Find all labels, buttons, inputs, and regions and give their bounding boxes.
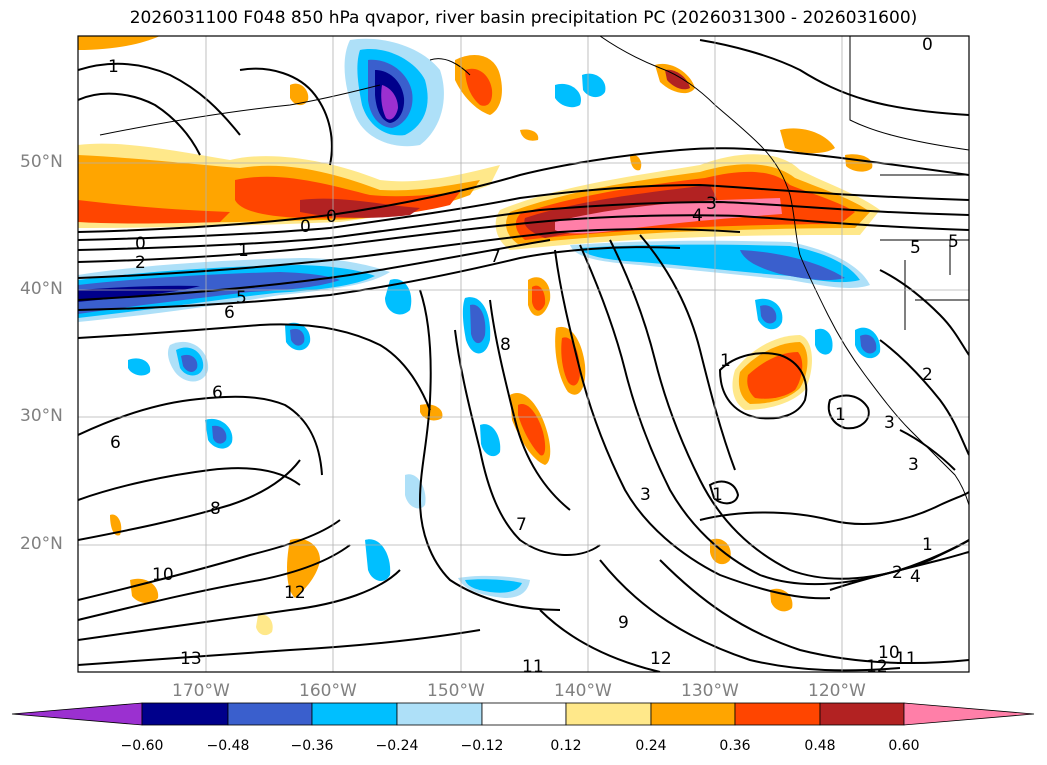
contour-label: 5 xyxy=(910,238,921,258)
contour-label: 10 xyxy=(152,565,174,585)
colorbar-tick: 0.60 xyxy=(888,738,920,754)
contour-label: 2 xyxy=(892,563,903,583)
colorbar-segment xyxy=(481,702,567,726)
colorbar-tick: −0.48 xyxy=(206,738,250,754)
contour-label: 1 xyxy=(108,57,119,77)
contour-label: 1 xyxy=(922,535,933,555)
colorbar-segment xyxy=(903,702,1035,726)
plot-frame xyxy=(77,35,970,673)
contour-label: 0 xyxy=(326,207,337,227)
contour-lines xyxy=(78,39,969,672)
contour-label: 1 xyxy=(835,405,846,425)
contour-label: 3 xyxy=(706,194,717,214)
contour-label: 0 xyxy=(300,217,311,237)
contour-label: 13 xyxy=(180,649,202,669)
colorbar-tick: 0.36 xyxy=(719,738,751,754)
contour-label: 6 xyxy=(224,303,235,323)
contour-label: 10 xyxy=(878,643,900,663)
colorbar-segment xyxy=(565,702,652,726)
contour-label: 4 xyxy=(692,206,703,226)
contour-label: 0 xyxy=(135,234,146,254)
lat-label: 50°N xyxy=(20,152,63,172)
contour-label: 6 xyxy=(110,433,121,453)
contour-label: 11 xyxy=(895,649,917,669)
contour-label: 12 xyxy=(284,583,306,603)
colorbar-segment xyxy=(311,702,398,726)
contour-label: 1 xyxy=(712,485,723,505)
colorbar-segment xyxy=(396,702,483,726)
colorbar-segment xyxy=(11,702,143,726)
lat-label: 40°N xyxy=(20,279,63,299)
lon-label: 140°W xyxy=(554,681,612,701)
contour-label: 7 xyxy=(516,515,527,535)
contour-label: 11 xyxy=(522,657,544,677)
contour-label: 12 xyxy=(866,657,888,677)
map-title: 2026031100 F048 850 hPa qvapor, river ba… xyxy=(129,8,918,28)
contour-label: 2 xyxy=(922,365,933,385)
shaded-fields xyxy=(78,36,881,636)
colorbar-tick: 0.48 xyxy=(804,738,836,754)
lon-label: 160°W xyxy=(299,681,357,701)
colorbar-segment xyxy=(227,702,313,726)
contour-label: 1 xyxy=(720,351,731,371)
contour-label: 1 xyxy=(238,241,249,261)
contour-label: 0 xyxy=(922,35,933,55)
lon-label: 170°W xyxy=(172,681,230,701)
lat-label: 30°N xyxy=(20,406,63,426)
contour-label: 2 xyxy=(135,253,146,273)
lon-label: 150°W xyxy=(427,681,485,701)
colorbar-tick: −0.60 xyxy=(120,738,164,754)
grid-lines xyxy=(78,36,969,672)
contour-label: 3 xyxy=(640,485,651,505)
contour-label: 5 xyxy=(948,232,959,252)
lon-label: 120°W xyxy=(808,681,866,701)
contour-label: 12 xyxy=(650,649,672,669)
colorbar-tick: 0.24 xyxy=(635,738,667,754)
contour-label: 6 xyxy=(212,383,223,403)
contour-label: 4 xyxy=(910,567,921,587)
contour-label: 5 xyxy=(236,288,247,308)
colorbar-tick: −0.36 xyxy=(290,738,334,754)
colorbar-segment xyxy=(650,702,736,726)
colorbar-segment xyxy=(734,702,821,726)
contour-label: 7 xyxy=(490,247,501,267)
colorbar-segment xyxy=(819,702,905,726)
lat-label: 20°N xyxy=(20,534,63,554)
contour-label: 3 xyxy=(908,455,919,475)
colorbar-segment xyxy=(141,702,229,726)
contour-label: 8 xyxy=(210,499,221,519)
contour-label: 9 xyxy=(618,613,629,633)
lon-label: 130°W xyxy=(681,681,739,701)
coastlines xyxy=(99,36,969,506)
colorbar-tick: 0.12 xyxy=(550,738,582,754)
colorbar-tick: −0.24 xyxy=(375,738,419,754)
contour-label: 3 xyxy=(884,413,895,433)
contour-label: 8 xyxy=(500,335,511,355)
colorbar xyxy=(11,702,1035,726)
colorbar-tick: −0.12 xyxy=(460,738,504,754)
